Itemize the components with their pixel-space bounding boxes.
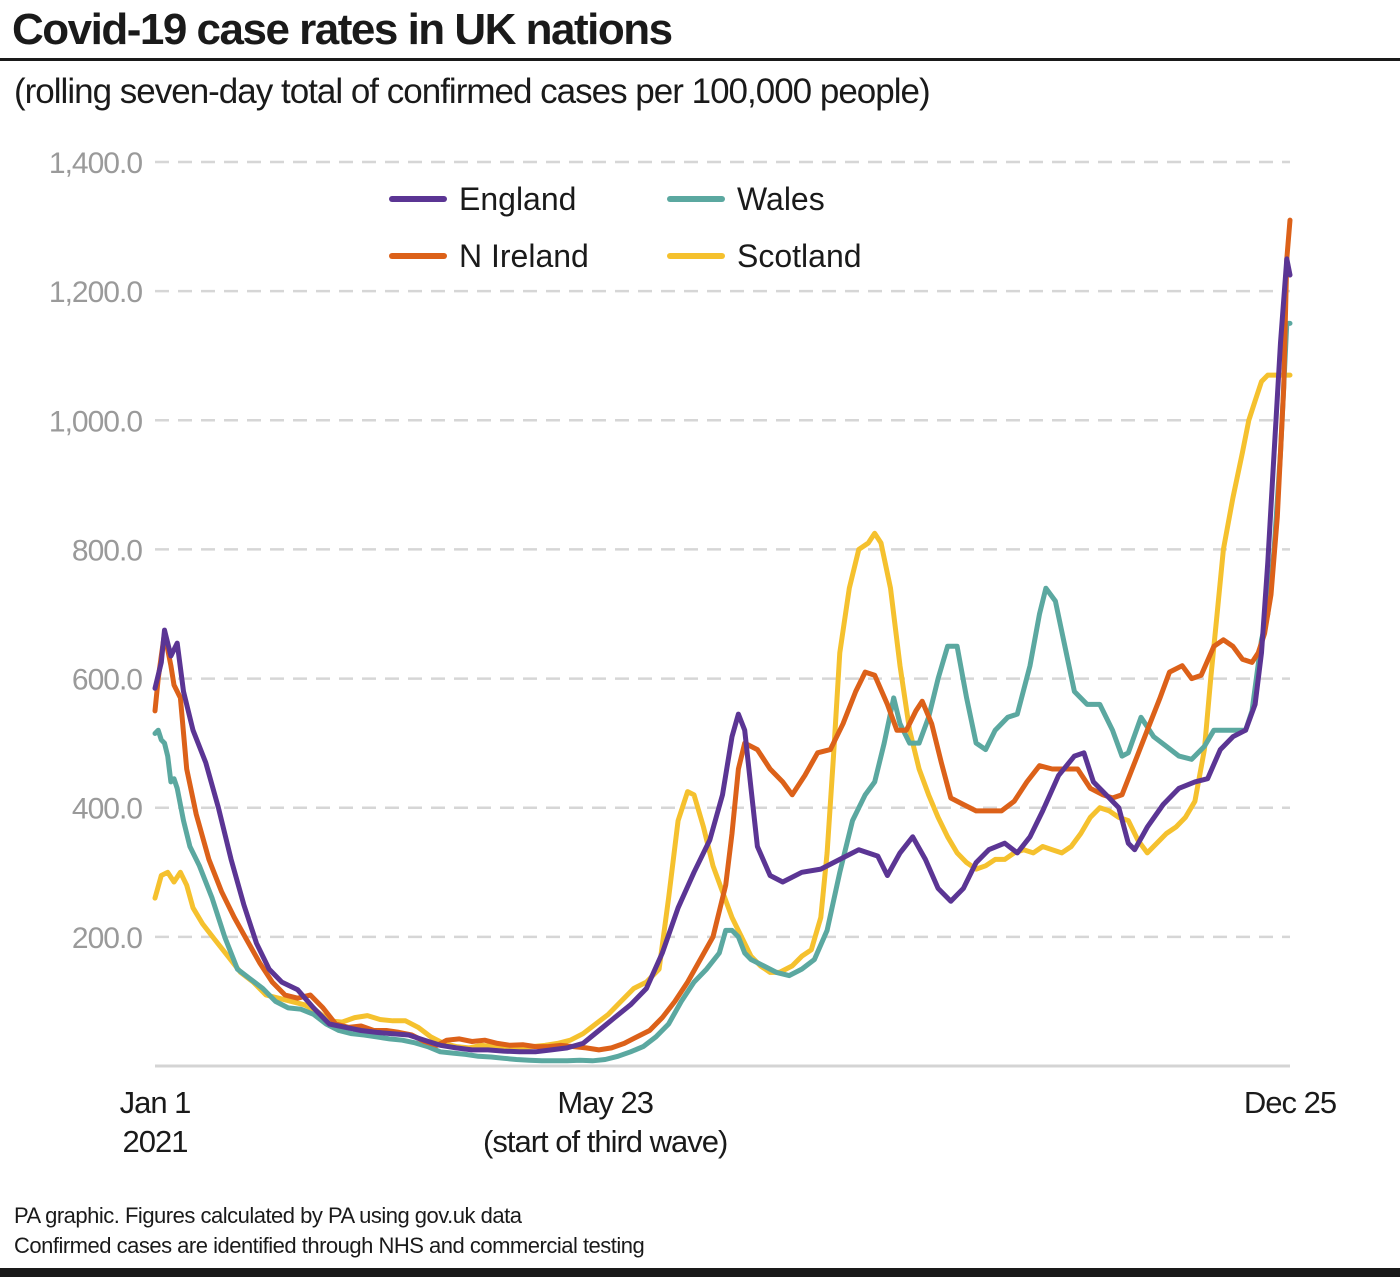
y-tick-label: 1,200.0: [49, 276, 142, 309]
series-lines: [152, 217, 1293, 1064]
x-tick-label: May 23: [557, 1085, 653, 1120]
series-line-england: [152, 256, 1293, 1055]
gridlines: [155, 160, 1290, 939]
x-tick-sublabel: (start of third wave): [483, 1124, 727, 1159]
x-tick-label: Dec 25: [1244, 1085, 1336, 1120]
y-tick-label: 600.0: [72, 664, 142, 697]
x-tick-sublabel: 2021: [123, 1124, 188, 1159]
bottom-divider: [0, 1268, 1400, 1277]
y-tick-label: 200.0: [72, 922, 142, 955]
legend-label: England: [459, 181, 576, 217]
legend-item-wales: Wales: [667, 181, 825, 217]
title-divider: [0, 58, 1400, 61]
y-tick-label: 800.0: [72, 534, 142, 567]
y-tick-label: 1,400.0: [49, 147, 142, 180]
y-axis-ticks: 200.0 400.0 600.0 800.0 1,000.0 1,200.0 1,400.…: [49, 147, 143, 955]
legend: England Wales N Ireland Scotland: [389, 181, 862, 274]
series-line-n-ireland: [152, 217, 1293, 1053]
legend-label: Scotland: [737, 238, 862, 274]
x-axis-ticks: Jan 1 2021 May 23 (start of third wave) Dec …: [120, 1085, 1338, 1159]
y-tick-label: 400.0: [72, 793, 142, 826]
methodology-note: Confirmed cases are identified through N…: [14, 1233, 645, 1258]
chart-subtitle: (rolling seven-day total of confirmed ca…: [14, 72, 931, 111]
legend-label: N Ireland: [459, 238, 589, 274]
x-tick-label: Jan 1: [120, 1085, 191, 1120]
source-note: PA graphic. Figures calculated by PA usi…: [14, 1203, 522, 1228]
legend-item-scotland: Scotland: [667, 238, 862, 274]
legend-label: Wales: [737, 181, 825, 217]
series-line-scotland: [152, 372, 1293, 1051]
legend-item-n-ireland: N Ireland: [389, 238, 589, 274]
series-line-wales: [152, 320, 1293, 1064]
chart-title: Covid-19 case rates in UK nations: [12, 5, 673, 54]
legend-item-england: England: [389, 181, 576, 217]
y-tick-label: 1,000.0: [49, 405, 142, 438]
